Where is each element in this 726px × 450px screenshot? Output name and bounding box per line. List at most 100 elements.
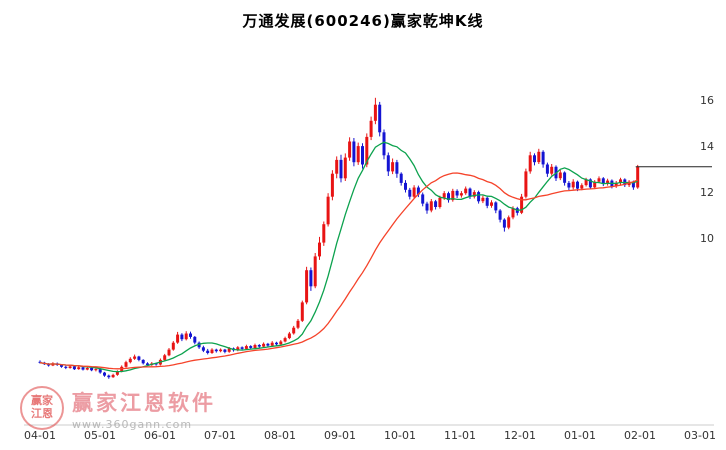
candle[interactable] — [361, 143, 364, 169]
candle[interactable] — [309, 267, 313, 291]
candle[interactable] — [571, 179, 575, 190]
candle[interactable] — [137, 355, 141, 362]
candle[interactable] — [490, 200, 493, 208]
candle[interactable] — [507, 215, 511, 230]
candle[interactable] — [266, 342, 270, 347]
candle[interactable] — [275, 341, 278, 346]
candle[interactable] — [72, 365, 76, 370]
candle[interactable] — [193, 336, 197, 345]
candle[interactable] — [373, 97, 377, 125]
candle[interactable] — [176, 331, 180, 344]
candle[interactable] — [391, 158, 395, 175]
candle[interactable] — [455, 189, 459, 198]
candle[interactable] — [197, 341, 201, 349]
candle[interactable] — [459, 191, 463, 198]
candle[interactable] — [124, 360, 128, 368]
candle[interactable] — [619, 177, 622, 185]
candle[interactable] — [253, 343, 257, 349]
candle[interactable] — [636, 164, 640, 189]
candle[interactable] — [498, 209, 502, 223]
candle[interactable] — [382, 129, 386, 160]
candle[interactable] — [485, 196, 489, 209]
candle[interactable] — [567, 181, 571, 191]
candle[interactable] — [279, 340, 283, 346]
candle[interactable] — [601, 177, 605, 187]
candle[interactable] — [356, 142, 360, 165]
candle[interactable] — [326, 193, 330, 227]
candle[interactable] — [81, 366, 85, 371]
candle[interactable] — [300, 300, 304, 322]
candle[interactable] — [477, 190, 481, 204]
candle[interactable] — [201, 345, 205, 353]
candle[interactable] — [111, 373, 115, 378]
candle[interactable] — [163, 353, 167, 361]
candle[interactable] — [94, 368, 98, 372]
candle[interactable] — [296, 319, 300, 330]
candle[interactable] — [133, 354, 137, 360]
candle[interactable] — [425, 201, 429, 214]
candle[interactable] — [378, 101, 382, 137]
candle[interactable] — [614, 181, 618, 188]
candle[interactable] — [219, 348, 223, 353]
candle[interactable] — [171, 341, 175, 351]
candle[interactable] — [77, 366, 81, 370]
candle[interactable] — [494, 201, 498, 214]
candle[interactable] — [90, 367, 94, 372]
candle[interactable] — [447, 191, 450, 203]
candle[interactable] — [429, 199, 433, 213]
candle[interactable] — [563, 171, 567, 186]
candle[interactable] — [262, 342, 266, 348]
candle[interactable] — [283, 336, 287, 343]
candle[interactable] — [167, 348, 171, 357]
candle[interactable] — [257, 344, 261, 348]
candle[interactable] — [481, 195, 485, 204]
candle[interactable] — [537, 148, 541, 164]
candle[interactable] — [545, 162, 549, 177]
candle[interactable] — [103, 371, 106, 377]
candle[interactable] — [593, 180, 597, 189]
candle[interactable] — [404, 180, 407, 193]
candle[interactable] — [588, 178, 592, 190]
candle[interactable] — [270, 341, 274, 347]
candle[interactable] — [399, 172, 403, 186]
candle[interactable] — [305, 266, 309, 305]
candle[interactable] — [184, 331, 188, 341]
candle[interactable] — [520, 193, 524, 215]
candle[interactable] — [464, 186, 468, 195]
candle[interactable] — [348, 137, 352, 161]
candle[interactable] — [434, 199, 438, 210]
candle[interactable] — [550, 164, 554, 176]
candle[interactable] — [528, 151, 532, 174]
candle[interactable] — [451, 188, 455, 202]
candle[interactable] — [107, 374, 111, 379]
candle[interactable] — [64, 365, 68, 370]
candle[interactable] — [335, 156, 339, 179]
candle[interactable] — [141, 359, 145, 365]
candle[interactable] — [210, 348, 214, 354]
candle[interactable] — [558, 170, 562, 181]
candle[interactable] — [606, 178, 610, 186]
candle[interactable] — [412, 185, 416, 198]
candle[interactable] — [206, 348, 210, 355]
candle[interactable] — [189, 331, 192, 339]
candle[interactable] — [128, 357, 132, 364]
candle[interactable] — [408, 187, 412, 200]
candle[interactable] — [472, 190, 476, 199]
candle[interactable] — [386, 152, 390, 177]
candle[interactable] — [369, 116, 373, 141]
candle[interactable] — [287, 331, 291, 340]
candle[interactable] — [330, 170, 334, 201]
candle[interactable] — [98, 368, 102, 374]
candle[interactable] — [515, 206, 519, 216]
candle[interactable] — [352, 138, 356, 167]
candle[interactable] — [223, 348, 227, 354]
candle[interactable] — [180, 333, 184, 342]
candle[interactable] — [322, 221, 326, 246]
candle[interactable] — [292, 325, 296, 335]
candle[interactable] — [416, 185, 420, 198]
candle[interactable] — [343, 153, 347, 181]
candle[interactable] — [438, 195, 442, 209]
candle[interactable] — [533, 153, 536, 166]
candle[interactable] — [421, 192, 425, 207]
